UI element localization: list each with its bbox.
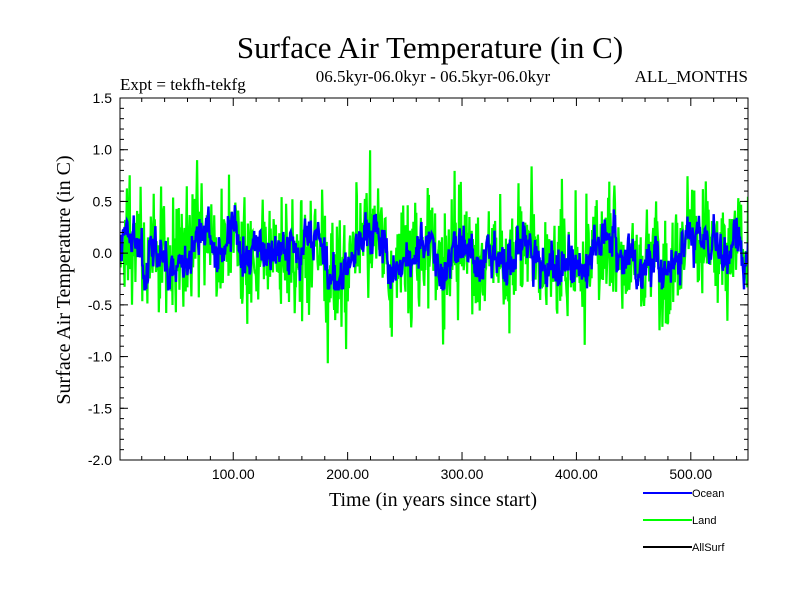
legend-label-land: Land: [692, 515, 716, 527]
series-line-ocean: [120, 205, 748, 291]
x-tick-label: 500.00: [669, 466, 712, 482]
legend-label-allsurf: AllSurf: [692, 542, 725, 554]
y-tick-label: 1.0: [93, 142, 113, 158]
plot-series: [120, 150, 748, 364]
y-tick-label: -2.0: [88, 452, 112, 468]
x-tick-label: 200.00: [326, 466, 369, 482]
period-label: 06.5kyr-06.0kyr - 06.5kyr-06.0kyr: [316, 67, 551, 86]
y-tick-label: -1.5: [88, 400, 112, 416]
x-tick-label: 100.00: [212, 466, 255, 482]
x-axis-label: Time (in years since start): [329, 489, 537, 511]
y-tick-label: 0.0: [93, 245, 113, 261]
y-tick-label: -1.0: [88, 349, 112, 365]
x-tick-label: 400.00: [555, 466, 598, 482]
months-label: ALL_MONTHS: [635, 67, 748, 86]
y-tick-label: -0.5: [88, 297, 112, 313]
legend: Ocean Land AllSurf: [643, 488, 725, 554]
chart-title: Surface Air Temperature (in C): [237, 30, 623, 65]
y-tick-label: 1.5: [93, 90, 113, 106]
y-axis-label: Surface Air Temperature (in C): [53, 155, 75, 404]
x-tick-label: 300.00: [441, 466, 484, 482]
y-tick-label: 0.5: [93, 193, 113, 209]
legend-label-ocean: Ocean: [692, 488, 724, 500]
axes: -2.0 -1.5 -1.0 -0.5 0.0 0.5 1.0 1.5 100.00 200.00…: [88, 90, 749, 482]
experiment-label: Expt = tekfh-tekfg: [120, 75, 246, 94]
plot-frame: [119, 97, 749, 461]
